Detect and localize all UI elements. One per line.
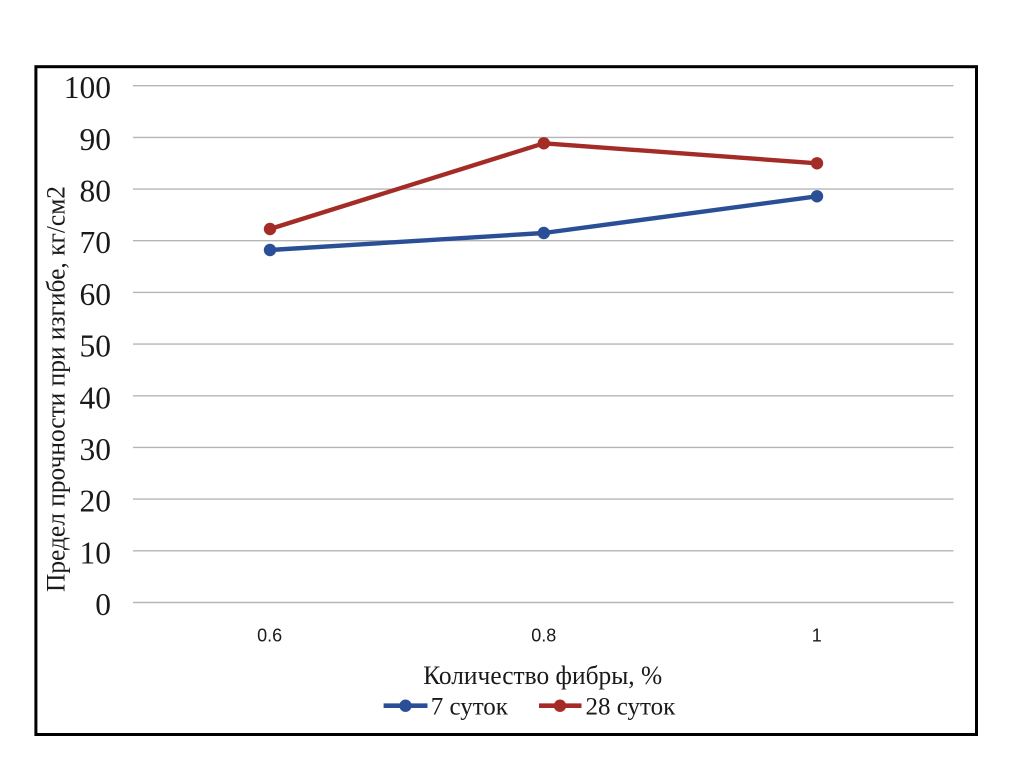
svg-text:40: 40: [80, 380, 112, 415]
svg-text:Количество фибры, %: Количество фибры, %: [423, 661, 662, 690]
svg-text:90: 90: [80, 122, 112, 157]
svg-text:0.8: 0.8: [531, 625, 556, 645]
svg-text:70: 70: [80, 225, 112, 260]
svg-text:80: 80: [80, 174, 112, 209]
svg-text:60: 60: [80, 277, 112, 312]
svg-text:50: 50: [80, 329, 112, 364]
svg-text:7 суток: 7 суток: [431, 694, 509, 721]
svg-text:Предел прочности при изгибе, к: Предел прочности при изгибе, кг/см2: [42, 186, 71, 592]
svg-text:28 суток: 28 суток: [586, 694, 677, 721]
svg-text:100: 100: [64, 70, 111, 105]
svg-text:0: 0: [95, 587, 111, 622]
svg-text:1: 1: [812, 625, 822, 645]
svg-text:0.6: 0.6: [257, 625, 282, 645]
svg-text:10: 10: [80, 535, 112, 570]
svg-text:30: 30: [80, 432, 112, 467]
svg-text:20: 20: [80, 484, 112, 519]
